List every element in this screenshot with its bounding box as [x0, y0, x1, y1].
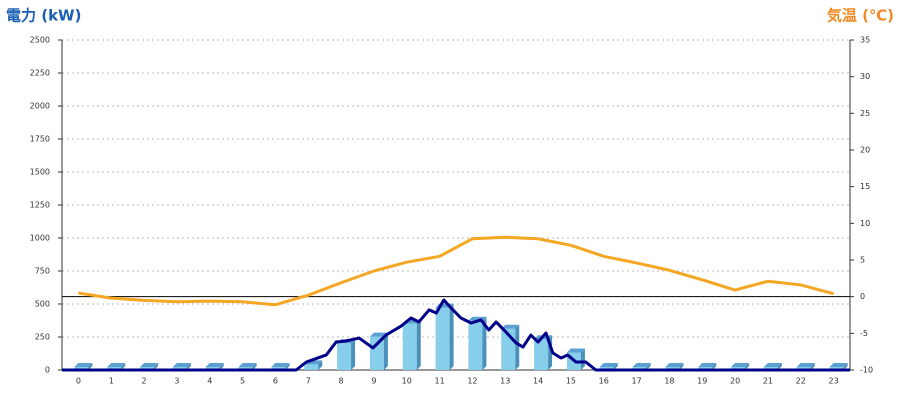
bar-top [763, 363, 782, 367]
y2-tick-label: 5 [860, 256, 865, 265]
x-tick-label: 14 [533, 377, 543, 386]
bar-side [416, 319, 421, 370]
bar-side [88, 363, 93, 370]
x-tick-label: 0 [76, 377, 81, 386]
x-tick-label: 22 [796, 377, 806, 386]
y-tick-label: 500 [35, 300, 50, 309]
bar-top [632, 363, 651, 367]
y2-tick-label: 10 [860, 219, 870, 228]
y-tick-label: 1750 [30, 135, 50, 144]
bar-side [646, 363, 651, 370]
line [62, 298, 850, 372]
bar-top [731, 363, 750, 367]
bar-side [318, 360, 323, 370]
x-tick-label: 7 [306, 377, 311, 386]
bar-side [843, 363, 848, 370]
bar-side [745, 363, 750, 370]
x-tick-label: 10 [402, 377, 412, 386]
bar-side [580, 348, 585, 370]
bar-top [238, 363, 257, 367]
bar [534, 339, 549, 370]
bar-side [810, 363, 815, 370]
bar-top [599, 363, 618, 367]
x-tick-label: 12 [467, 377, 477, 386]
bar-side [351, 339, 356, 370]
bar-side [154, 363, 159, 370]
x-tick-label: 3 [174, 377, 179, 386]
x-tick-label: 2 [142, 377, 147, 386]
bar-top [140, 363, 159, 367]
x-tick-label: 20 [730, 377, 740, 386]
bar [304, 364, 319, 370]
x-tick-label: 11 [434, 377, 444, 386]
bar-side [482, 316, 487, 370]
x-tick-label: 6 [273, 377, 278, 386]
y2-tick-label: 35 [860, 36, 870, 45]
bar-top [107, 363, 126, 367]
bar [337, 343, 352, 370]
bar-side [515, 324, 520, 370]
x-tick-label: 21 [763, 377, 773, 386]
y2-tick-label: 15 [860, 182, 870, 191]
y-tick-label: 2500 [30, 36, 50, 45]
y2-tick-label: 20 [860, 146, 870, 155]
bar-side [679, 363, 684, 370]
bar-top [501, 324, 520, 329]
line [78, 235, 834, 307]
y2-axis-title: 気温 (℃) [827, 7, 894, 25]
bar-top [566, 348, 585, 353]
x-tick-label: 1 [109, 377, 114, 386]
y2-tick-label: -10 [860, 366, 873, 375]
x-tick-label: 8 [339, 377, 344, 386]
bar-top [74, 363, 93, 367]
bar-top [698, 363, 717, 367]
bar-top [271, 363, 290, 367]
y-tick-label: 250 [35, 333, 50, 342]
x-tick-label: 13 [500, 377, 510, 386]
y2-tick-label: 0 [860, 292, 865, 301]
bar-side [121, 363, 126, 370]
x-tick-label: 18 [664, 377, 674, 386]
x-tick-label: 23 [828, 377, 838, 386]
bar-side [252, 363, 257, 370]
bar [468, 320, 483, 370]
x-tick-label: 16 [599, 377, 609, 386]
y-axis-title: 電力 (kW) [6, 7, 81, 25]
y2-tick-label: 30 [860, 72, 870, 81]
bar-top [796, 363, 815, 367]
y-tick-label: 1250 [30, 201, 50, 210]
bar-side [712, 363, 717, 370]
y2-tick-label: 25 [860, 109, 870, 118]
bar-top [829, 363, 848, 367]
y-tick-label: 1500 [30, 168, 50, 177]
x-tick-label: 19 [697, 377, 707, 386]
x-tick-label: 9 [371, 377, 376, 386]
bar-side [219, 363, 224, 370]
bar [402, 323, 417, 370]
x-tick-label: 4 [207, 377, 212, 386]
bar-side [383, 332, 388, 370]
bar-top [172, 363, 191, 367]
y-tick-label: 2250 [30, 69, 50, 78]
bar-side [285, 363, 290, 370]
bar [369, 336, 384, 370]
bar [435, 307, 450, 370]
y-tick-label: 2000 [30, 102, 50, 111]
x-tick-label: 17 [631, 377, 641, 386]
x-tick-label: 15 [566, 377, 576, 386]
bar-side [613, 363, 618, 370]
bar-top [205, 363, 224, 367]
y2-tick-label: -5 [860, 329, 868, 338]
y-tick-label: 0 [45, 366, 50, 375]
bar-top [665, 363, 684, 367]
y-tick-label: 1000 [30, 234, 50, 243]
bar-side [449, 303, 454, 370]
bar-side [186, 363, 191, 370]
x-tick-label: 5 [240, 377, 245, 386]
y-tick-label: 750 [35, 267, 50, 276]
bar-side [777, 363, 782, 370]
